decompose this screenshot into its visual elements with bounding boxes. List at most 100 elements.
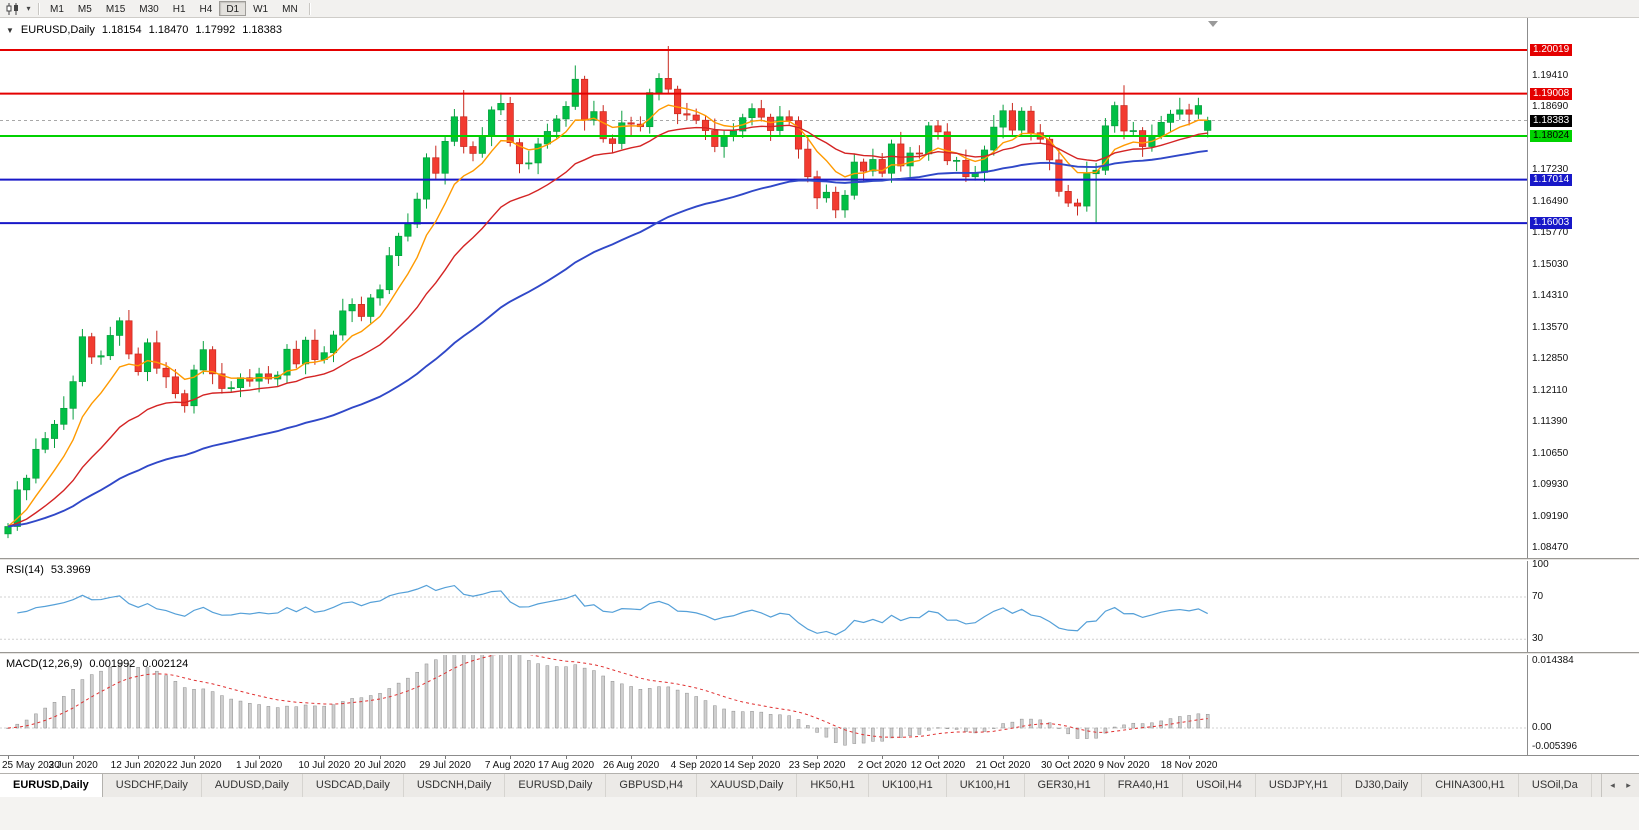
main-chart-panel: ▼ EURUSD,Daily 1.18154 1.18470 1.17992 1… — [0, 18, 1639, 558]
chart-tab-eurusd-daily[interactable]: EURUSD,Daily — [505, 774, 607, 797]
chart-tab-usdchf-daily[interactable]: USDCHF,Daily — [102, 774, 202, 797]
time-axis-tick — [259, 756, 261, 759]
macd-indicator-label: MACD(12,26,9) 0.001992 0.002124 — [6, 658, 188, 670]
tabs-scroll-left-button[interactable]: ◂ — [1610, 780, 1615, 790]
rsi-tick-label: 70 — [1532, 590, 1544, 602]
time-axis-label: 12 Jun 2020 — [110, 760, 166, 771]
chart-tab-uk100-h1[interactable]: UK100,H1 — [868, 774, 947, 797]
level-price-label: 1.17014 — [1530, 173, 1573, 186]
timeframe-button-mn[interactable]: MN — [282, 4, 298, 15]
chart-tab-hk50-h1[interactable]: HK50,H1 — [797, 774, 869, 797]
chart-tab-ger30-h1[interactable]: GER30,H1 — [1024, 774, 1105, 797]
candlestick-glyph — [6, 2, 18, 15]
chart-symbol-label: EURUSD,Daily — [20, 24, 95, 36]
time-axis-label: 10 Jul 2020 — [298, 760, 351, 771]
moving-average-8 — [7, 104, 1208, 528]
time-axis-tick — [752, 756, 753, 759]
chart-tab-usoil-da[interactable]: USOil,Da — [1518, 774, 1592, 797]
time-axis-label: 3 Jun 2020 — [48, 760, 98, 771]
macd-histogram — [6, 655, 1210, 746]
price-tick-label: 1.18690 — [1532, 101, 1569, 113]
price-tick-label: 1.15030 — [1532, 259, 1569, 271]
time-axis-tick — [324, 756, 326, 759]
chart-tab-usdcad-daily[interactable]: USDCAD,Daily — [302, 774, 404, 797]
timeframe-button-m5[interactable]: M5 — [77, 4, 92, 15]
chart-tab-usdcnh-daily[interactable]: USDCNH,Daily — [403, 774, 506, 797]
panel-splitter[interactable] — [0, 652, 1639, 655]
time-axis-tick — [194, 756, 195, 759]
price-tick-label: 1.10650 — [1532, 448, 1569, 460]
timeframe-button-d1[interactable]: D1 — [219, 1, 247, 16]
time-axis-label: 7 Aug 2020 — [484, 760, 536, 771]
timeframe-button-h1[interactable]: H1 — [172, 4, 186, 15]
price-tick-label: 1.12110 — [1532, 385, 1568, 397]
chart-tab-china300-h1[interactable]: CHINA300,H1 — [1422, 774, 1519, 797]
moving-average-55 — [7, 149, 1208, 528]
price-tick-label: 1.09190 — [1532, 511, 1569, 523]
timeframe-button-m15[interactable]: M15 — [105, 4, 126, 15]
rsi-tick-label: 100 — [1532, 559, 1549, 571]
collapse-triangle-icon[interactable]: ▼ — [6, 25, 14, 35]
chart-high-value: 1.18470 — [148, 24, 189, 36]
chart-type-dropdown-icon[interactable]: ▾ — [26, 4, 31, 13]
rsi-name: RSI(14) — [6, 564, 44, 576]
level-price-label: 1.19008 — [1530, 87, 1573, 100]
time-axis-label: 22 Jun 2020 — [166, 760, 222, 771]
chart-close-value: 1.18383 — [242, 24, 282, 36]
rsi-canvas[interactable] — [0, 561, 1527, 652]
time-axis[interactable]: 25 May 2020 3 Jun 2020 12 Jun 2020 22 Jun 2… — [0, 755, 1639, 773]
chart-tab-usoil-h4[interactable]: USOil,H4 — [1183, 774, 1256, 797]
tab-scroll-arrows: ◂ ▸ — [1601, 774, 1639, 797]
rsi-panel: RSI(14) 53.3969 100 70 30 — [0, 559, 1639, 652]
level-price-label: 1.20019 — [1530, 43, 1573, 56]
level-price-label: 1.18024 — [1530, 130, 1573, 142]
time-axis-tick — [1189, 756, 1191, 759]
level-price-label: 1.16003 — [1530, 217, 1573, 230]
macd-tick-label: 0.00 — [1532, 722, 1552, 733]
price-tick-label: 1.09930 — [1532, 479, 1569, 491]
macd-panel: MACD(12,26,9) 0.001992 0.002124 0.014384… — [0, 655, 1639, 755]
timeframe-button-h4[interactable]: H4 — [199, 4, 213, 15]
timeframe-toolbar: ▾ M1 M5 M15 M30 H1 H4 D1 W1 MN — [0, 0, 1639, 18]
chart-tabs: EURUSD,Daily USDCHF,Daily AUDUSD,Daily USDC… — [0, 774, 1592, 797]
time-axis-tick — [631, 756, 633, 759]
chart-tab-audusd-daily[interactable]: AUDUSD,Daily — [201, 774, 303, 797]
time-axis-tick — [445, 756, 447, 759]
macd-name: MACD(12,26,9) — [6, 658, 83, 670]
macd-tick-label: -0.005396 — [1532, 741, 1578, 752]
time-axis-tick — [380, 756, 381, 759]
rsi-value: 53.3969 — [50, 564, 91, 576]
macd-tick-label: 0.014384 — [1532, 655, 1574, 666]
chart-tab-fra40-h1[interactable]: FRA40,H1 — [1104, 774, 1184, 797]
panel-splitter[interactable] — [0, 558, 1639, 561]
rsi-tick-label: 30 — [1532, 633, 1544, 645]
tabs-scroll-right-button[interactable]: ▸ — [1626, 780, 1631, 790]
time-axis-label: 17 Aug 2020 — [537, 760, 595, 771]
price-axis[interactable]: 1.19410 1.18690 1.17230 1.16490 1.15770 1.150… — [1527, 18, 1639, 558]
macd-axis[interactable]: 0.014384 0.00 -0.005396 — [1527, 655, 1639, 755]
rsi-axis[interactable]: 100 70 30 — [1527, 559, 1639, 652]
price-tick-label: 1.12850 — [1532, 353, 1569, 365]
chart-open-value: 1.18154 — [101, 24, 142, 36]
chart-tab-gbpusd-h4[interactable]: GBPUSD,H4 — [606, 774, 697, 797]
time-axis-tick — [566, 756, 567, 759]
price-tick-label: 1.14310 — [1532, 290, 1569, 302]
chart-tab-dj30-daily[interactable]: DJ30,Daily — [1342, 774, 1423, 797]
price-tick-label: 1.13570 — [1532, 322, 1569, 334]
time-axis-tick — [938, 756, 939, 759]
timeframe-button-w1[interactable]: W1 — [253, 4, 269, 15]
chart-tab-uk100-h1[interactable]: UK100,H1 — [946, 774, 1025, 797]
main-chart-canvas[interactable] — [0, 18, 1527, 558]
chart-tab-eurusd-daily[interactable]: EURUSD,Daily — [0, 774, 103, 797]
candlestick-chart-icon[interactable] — [3, 1, 23, 16]
timeframe-button-m30[interactable]: M30 — [139, 4, 159, 15]
chart-tab-xauusd-daily[interactable]: XAUUSD,Daily — [696, 774, 798, 797]
time-axis-label: 30 Oct 2020 — [1040, 760, 1096, 771]
time-axis-label: 14 Sep 2020 — [723, 760, 781, 771]
timeframe-button-m1[interactable]: M1 — [50, 4, 64, 15]
macd-signal-line — [7, 655, 1208, 738]
chart-tab-usdjpy-h1[interactable]: USDJPY,H1 — [1255, 774, 1343, 797]
macd-canvas[interactable] — [0, 655, 1527, 755]
chart-shift-marker-icon[interactable] — [1208, 21, 1218, 27]
